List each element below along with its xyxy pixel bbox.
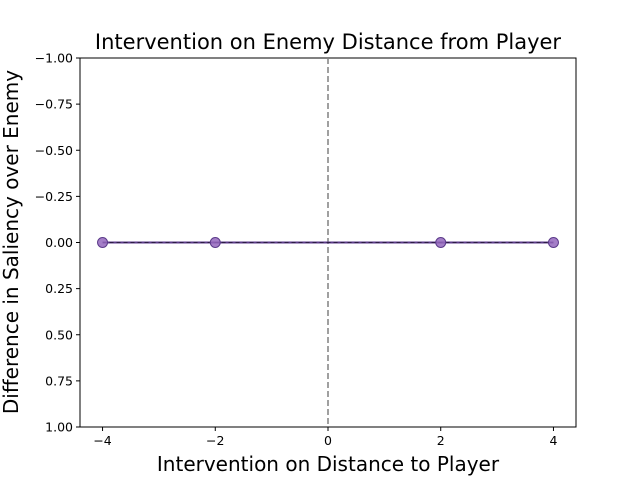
chart-title: Intervention on Enemy Distance from Play… — [95, 30, 561, 54]
y-tick-label: −0.75 — [35, 97, 73, 112]
y-tick-label: −1.00 — [35, 51, 73, 66]
x-tick-label: −4 — [93, 433, 111, 448]
y-tick-label: 0.25 — [45, 281, 73, 296]
data-point — [547, 237, 559, 248]
y-tick-label: −0.25 — [35, 189, 73, 204]
x-axis-label: Intervention on Distance to Player — [157, 452, 500, 476]
y-tick-label: −0.50 — [35, 143, 73, 158]
y-tick-label: 0.75 — [45, 373, 73, 388]
y-axis-label: Difference in Saliency over Enemy — [0, 70, 23, 414]
data-point — [435, 237, 447, 248]
y-tick-label: 0.00 — [45, 235, 73, 250]
y-tick-label: 0.50 — [45, 327, 73, 342]
x-tick-label: 4 — [549, 433, 557, 448]
data-point — [97, 237, 109, 248]
x-tick-label: 0 — [324, 433, 332, 448]
x-tick-label: −2 — [206, 433, 224, 448]
x-tick-label: 2 — [437, 433, 445, 448]
y-tick-label: 1.00 — [45, 420, 73, 435]
data-point — [209, 237, 221, 248]
